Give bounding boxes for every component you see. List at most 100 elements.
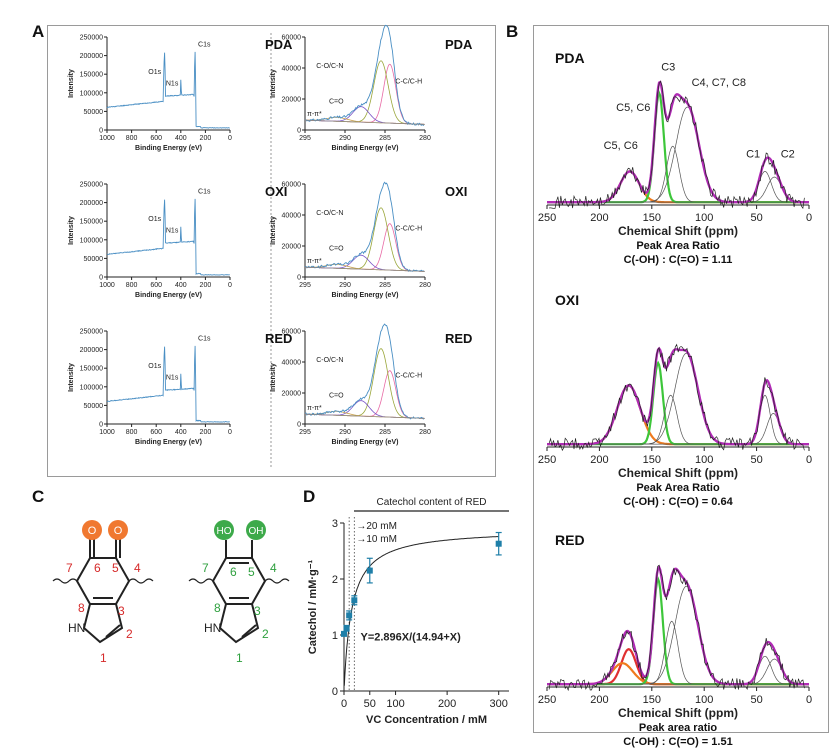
x-tick-label: 0	[806, 694, 812, 706]
fit-curve	[343, 536, 499, 686]
o1s-label: O1s	[148, 69, 161, 76]
y-tick-label: 2	[332, 574, 338, 586]
oxygen-circle	[108, 520, 128, 540]
sample-label: RED	[265, 331, 292, 346]
y-tick-label: 200000	[80, 200, 103, 207]
x-tick-label: 100	[695, 212, 713, 224]
x-tick-label: 250	[538, 212, 556, 224]
sample-label: OXI	[555, 292, 579, 308]
y-axis-label: Intensity	[270, 363, 277, 392]
cc-label: C-C/C-H	[395, 226, 422, 233]
x-axis-label: Chemical Shift (ppm)	[618, 466, 738, 480]
x-tick-label: 600	[150, 135, 162, 142]
atom-number: 5	[248, 565, 255, 579]
c1s-plot: 0 20000 40000 60000 295 290 285 280 Binding Ener…	[270, 323, 472, 446]
y-tick-label: 50000	[84, 256, 104, 263]
y-tick-label: 0	[297, 275, 301, 282]
y-tick-label: 250000	[80, 35, 103, 42]
x-axis-label: Chemical Shift (ppm)	[618, 706, 738, 720]
nh-label: HN	[204, 621, 221, 635]
x-tick-label: 200	[590, 694, 608, 706]
nmr-envelope	[547, 564, 809, 686]
x-tick-label: 200	[200, 135, 212, 142]
x-tick-label: 250	[538, 694, 556, 706]
oxygen-label: O	[88, 525, 97, 537]
oxygen-label: O	[114, 525, 123, 537]
y-tick-label: 20000	[282, 97, 302, 104]
y-axis-label: Intensity	[68, 216, 75, 245]
data-point	[341, 630, 347, 637]
o1s-label: O1s	[148, 363, 161, 370]
sample-label: RED	[555, 532, 585, 548]
y-tick-label: 100000	[80, 384, 103, 391]
y-tick-label: 60000	[282, 182, 302, 189]
x-tick-label: 285	[379, 429, 391, 436]
nmr-component	[547, 662, 809, 686]
x-axis-label: Binding Energy (eV)	[135, 145, 202, 152]
n1s-label: N1s	[166, 227, 179, 234]
atom-number: 7	[202, 561, 209, 575]
atom-number: 5	[112, 561, 119, 575]
y-tick-label: 60000	[282, 35, 302, 42]
x-tick-label: 0	[806, 454, 812, 466]
y-tick-label: 100000	[80, 90, 103, 97]
atom-number: 2	[262, 627, 269, 641]
x-tick-label: 50	[750, 694, 762, 706]
x-tick-label: 0	[228, 429, 232, 436]
x-tick-label: 400	[175, 282, 187, 289]
x-tick-label: 100	[386, 698, 404, 710]
hydroxyl-circle	[214, 520, 234, 540]
atom-number: 3	[118, 604, 125, 618]
y-tick-label: 40000	[282, 66, 302, 73]
x-tick-label: 285	[379, 135, 391, 142]
x-tick-label: 0	[228, 135, 232, 142]
c1s-raw	[304, 181, 425, 273]
nmr-component	[547, 384, 809, 446]
x-tick-label: 100	[695, 694, 713, 706]
nmr-component	[547, 620, 809, 685]
x-axis-label: Binding Energy (eV)	[332, 145, 399, 152]
nmr-envelope	[547, 80, 809, 204]
sample-label: PDA	[445, 37, 473, 52]
data-point	[346, 612, 353, 619]
y-tick-label: 50000	[84, 109, 104, 116]
panel-label-a: A	[32, 22, 45, 41]
y-tick-label: 100000	[80, 237, 103, 244]
panel-c-structures: O O HN 7 6 5 4 8 3 2 1 HO OH HN	[52, 520, 290, 665]
x-tick-label: 800	[126, 429, 138, 436]
nh-label: HN	[68, 621, 85, 635]
y-tick-label: 200000	[80, 347, 103, 354]
con-label: C-O/C-N	[316, 63, 343, 70]
y-axis-label: Intensity	[68, 69, 75, 98]
x-tick-label: 1000	[99, 135, 115, 142]
x-tick-label: 200	[438, 698, 456, 710]
nmr-component	[547, 145, 809, 203]
x-tick-label: 295	[299, 429, 311, 436]
y-tick-label: 20000	[282, 391, 302, 398]
panel-b-frame	[533, 25, 829, 733]
x-tick-label: 50	[750, 454, 762, 466]
x-tick-label: 290	[339, 135, 351, 142]
nmr-raw	[548, 564, 805, 692]
y-tick-label: 50000	[84, 403, 104, 410]
catechol-structure: HO OH HN 7 6 5 4 8 3 2 1	[188, 520, 290, 665]
nmr-component	[547, 576, 809, 686]
panel-a-frame	[47, 25, 496, 477]
atom-number: 1	[236, 651, 243, 665]
y-axis-label: Intensity	[68, 363, 75, 392]
nmr-component	[547, 648, 809, 686]
c56-green-label: C5, C6	[616, 102, 650, 114]
panel-label-b: B	[506, 22, 519, 41]
x-tick-label: 295	[299, 135, 311, 142]
x-tick-label: 300	[490, 698, 508, 710]
ratio-value: C(-OH) : C(=O) = 0.64	[623, 496, 733, 508]
c1s-raw	[304, 24, 425, 126]
y-tick-label: 0	[332, 686, 338, 698]
x-tick-label: 290	[339, 282, 351, 289]
cc-label: C-C/C-H	[395, 79, 422, 86]
survey-plot: 0 50000 100000 150000 200000 250000 1000 800 600…	[68, 35, 293, 153]
y-tick-label: 200000	[80, 53, 103, 60]
c1s-plot: 0 20000 40000 60000 295 290 285 280 Binding Ener…	[270, 181, 467, 299]
